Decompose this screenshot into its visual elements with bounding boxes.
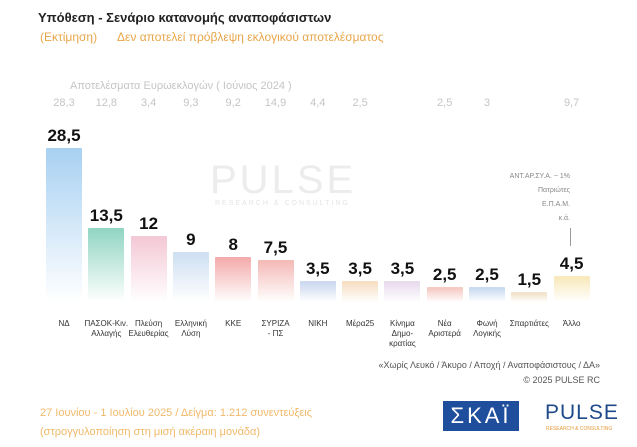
pollster-tagline: RESEARCH & CONSULTING <box>546 426 613 432</box>
bar <box>130 236 167 302</box>
value-label: 13,5 <box>89 206 123 226</box>
value-label: 3,5 <box>348 259 372 279</box>
x-tick-label: Άλλο <box>562 319 581 328</box>
value-label: 2,5 <box>475 264 499 284</box>
value-label: 7,5 <box>263 238 288 258</box>
subtitle-tag: (Εκτίμηση) <box>40 30 98 44</box>
x-tick-label: Ελληνική Λύση <box>174 319 207 338</box>
value-label: 4,5 <box>559 254 584 273</box>
bar <box>469 286 505 302</box>
broadcaster-logo: ΣΚΑΪ <box>443 401 519 431</box>
value-label: 3,5 <box>390 259 415 279</box>
previous-value: 28,3 <box>53 97 75 109</box>
footer-rounding: (στρογγυλοποίηση στη μισή ακέραιη μονάδα… <box>40 426 261 438</box>
x-tick-label: Σπαρτιάτες <box>509 319 549 328</box>
chart-title: Υπόθεση - Σενάριο κατανομής αναποφάσιστω… <box>38 10 332 25</box>
previous-value: 14,9 <box>264 97 287 109</box>
x-tick-label: ΚΚΕ <box>225 319 242 328</box>
x-tick-label: Φωνή Λογικής <box>473 319 501 338</box>
annotation: κ.ά. <box>558 215 570 222</box>
watermark: PULSE <box>210 158 357 202</box>
bar <box>511 292 548 302</box>
previous-value: 12,8 <box>95 97 117 109</box>
watermark-tagline: RESEARCH & CONSULTING <box>215 200 350 207</box>
bar <box>299 281 336 302</box>
value-label: 9 <box>186 230 196 250</box>
x-tick-label: ΣΥΡΙΖΑ - ΠΣ <box>261 319 290 338</box>
previous-value: 3 <box>483 97 491 109</box>
previous-value: 4,4 <box>310 97 326 109</box>
annotation: Ε.Π.Α.Μ. <box>541 201 570 208</box>
bar <box>172 252 209 302</box>
note: © 2025 PULSE RC <box>523 375 600 385</box>
annotation: Πατριώτες <box>537 187 570 194</box>
x-tick-label: ΝΙΚΗ <box>308 319 328 328</box>
subtitle: Δεν αποτελεί πρόβλεψη εκλογικού αποτελέσ… <box>117 30 384 44</box>
note: «Χωρίς Λευκό / Άκυρο / Αποχή / Αναποφάσι… <box>378 360 600 370</box>
bar <box>426 286 463 302</box>
x-tick-label: Πλεύση Ελευθερίας <box>128 319 169 338</box>
x-tick-label: Νέα Αριστερά <box>428 319 461 338</box>
x-tick-label: Μέρα25 <box>345 319 375 328</box>
value-label: 2,5 <box>432 264 457 284</box>
value-label: 3,5 <box>305 259 330 279</box>
value-label: 1,5 <box>517 270 542 289</box>
previous-title: Αποτελέσματα Ευρωεκλογών ( Ιούνιος 2024 … <box>70 80 292 92</box>
bar <box>342 281 379 302</box>
footer-fieldwork: 27 Ιουνίου - 1 Ιουλίου 2025 / Δείγμα: 1.… <box>40 407 312 419</box>
bar <box>88 228 125 302</box>
value-label: 12 <box>139 214 159 234</box>
value-label: 28,5 <box>47 126 81 146</box>
annotation-block: ΑΝΤ.ΑΡ.ΣΥ.Α. ~ 1% Πατριώτες Ε.Π.Α.Μ. κ.ά. <box>510 170 570 226</box>
pollster-logo: PULSE <box>545 401 619 424</box>
value-label: 8 <box>228 235 238 255</box>
previous-value: 3,4 <box>140 97 157 109</box>
x-tick-label: ΝΔ <box>58 319 70 328</box>
previous-value: 9,2 <box>225 97 241 109</box>
previous-value: 9,3 <box>183 97 199 109</box>
annotation-line <box>570 228 571 246</box>
bar <box>215 257 252 302</box>
previous-value: 9,7 <box>563 97 580 109</box>
x-tick-label: Κίνημα Δημο- κρατίας <box>389 319 416 348</box>
x-tick-label: ΠΑΣΟΚ-Κιν. Αλλαγής <box>84 319 129 338</box>
annotation: ΑΝΤ.ΑΡ.ΣΥ.Α. ~ 1% <box>509 173 570 180</box>
bar <box>46 148 82 302</box>
bar <box>257 260 294 302</box>
bar <box>384 281 421 302</box>
bar <box>553 276 590 302</box>
previous-value: 2,5 <box>437 97 453 109</box>
previous-value: 2,5 <box>352 97 368 109</box>
